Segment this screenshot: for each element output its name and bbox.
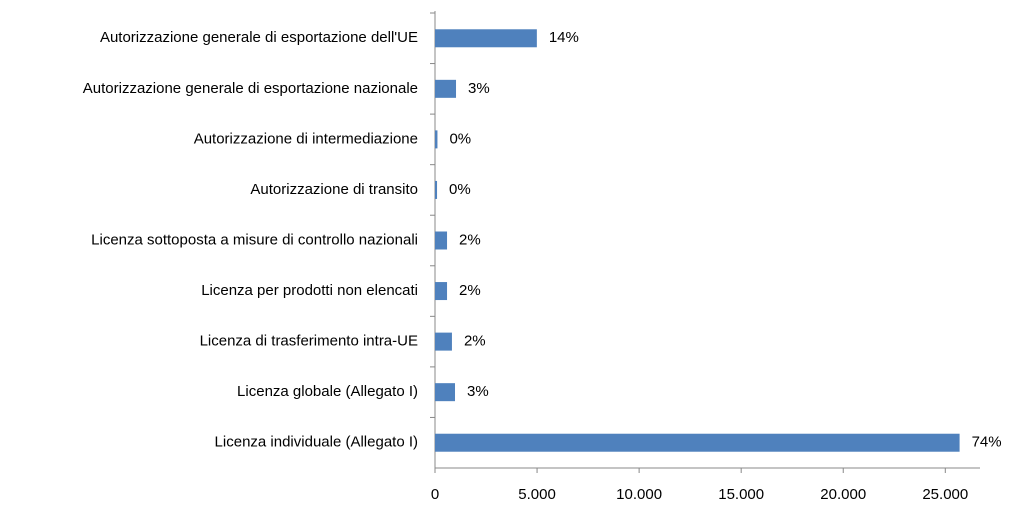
x-tick-label: 15.000 bbox=[718, 486, 764, 503]
y-tick-label: Licenza per prodotti non elencati bbox=[201, 282, 418, 299]
bar bbox=[435, 332, 452, 351]
x-tick-label: 25.000 bbox=[922, 486, 968, 503]
x-tick-label: 10.000 bbox=[616, 486, 662, 503]
x-tick-label: 0 bbox=[431, 486, 439, 503]
y-tick-label: Autorizzazione di intermediazione bbox=[194, 130, 418, 147]
bar bbox=[435, 433, 960, 452]
data-label: 74% bbox=[972, 434, 1002, 451]
bar bbox=[435, 29, 537, 48]
bar bbox=[435, 130, 438, 149]
y-tick-label: Autorizzazione generale di esportazione … bbox=[100, 29, 418, 46]
y-tick-label: Licenza di trasferimento intra-UE bbox=[200, 333, 418, 350]
y-tick-label: Licenza sottoposta a misure di controllo… bbox=[91, 231, 418, 248]
data-label: 2% bbox=[459, 282, 481, 299]
bar bbox=[435, 180, 438, 199]
data-label: 3% bbox=[467, 383, 489, 400]
y-tick-label: Licenza individuale (Allegato I) bbox=[215, 434, 418, 451]
data-label: 2% bbox=[459, 231, 481, 248]
data-label: 3% bbox=[468, 80, 490, 97]
data-label: 0% bbox=[449, 130, 471, 147]
bar bbox=[435, 231, 448, 250]
x-tick-label: 20.000 bbox=[820, 486, 866, 503]
y-tick-label: Licenza globale (Allegato I) bbox=[237, 383, 418, 400]
y-tick-label: Autorizzazione generale di esportazione … bbox=[83, 80, 418, 97]
y-tick-label: Autorizzazione di transito bbox=[250, 181, 418, 198]
bar bbox=[435, 383, 456, 402]
x-tick-label: 5.000 bbox=[518, 486, 556, 503]
data-label: 2% bbox=[464, 333, 486, 350]
data-label: 0% bbox=[449, 181, 471, 198]
bar bbox=[435, 79, 457, 98]
data-label: 14% bbox=[549, 29, 579, 46]
bar bbox=[435, 282, 448, 301]
